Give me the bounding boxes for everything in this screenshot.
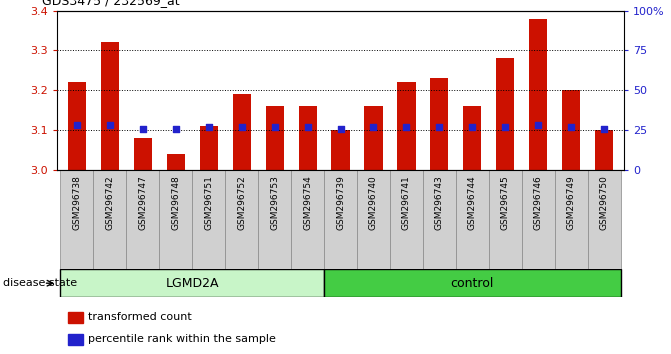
Point [269,125,280,130]
Point [566,124,576,129]
Bar [324,170,357,269]
Bar [588,170,621,269]
Point [500,124,511,129]
Bar [299,106,317,170]
Text: GSM296754: GSM296754 [303,175,312,230]
Bar [68,334,83,345]
Point [336,126,346,132]
Text: LGMD2A: LGMD2A [166,277,219,290]
Bar [497,58,515,170]
Bar [430,78,448,170]
Bar [331,130,350,170]
Bar [364,106,382,170]
Text: GSM296744: GSM296744 [468,175,477,229]
Bar [60,170,93,269]
Bar [266,106,284,170]
Point [71,122,82,128]
Text: GSM296751: GSM296751 [204,175,213,230]
Bar [555,170,588,269]
Point [170,126,181,132]
Bar [126,170,159,269]
Bar [522,170,555,269]
Bar [233,94,251,170]
Point [236,124,247,129]
Text: GSM296747: GSM296747 [138,175,147,230]
Bar [225,170,258,269]
Point [203,125,214,130]
Text: transformed count: transformed count [88,312,192,322]
Bar [60,269,324,297]
Bar [68,82,86,170]
Point [599,126,610,132]
Bar [166,154,185,170]
Bar [324,269,621,297]
Text: GSM296749: GSM296749 [567,175,576,230]
Bar [93,170,126,269]
Bar [464,106,482,170]
Point [467,125,478,130]
Bar [397,82,415,170]
Bar [456,170,489,269]
Text: GSM296741: GSM296741 [402,175,411,230]
Bar [258,170,291,269]
Text: GSM296746: GSM296746 [534,175,543,230]
Text: GSM296739: GSM296739 [336,175,345,230]
Text: GSM296752: GSM296752 [237,175,246,230]
Text: GSM296753: GSM296753 [270,175,279,230]
Bar [595,130,613,170]
Text: GSM296748: GSM296748 [171,175,180,230]
Bar [199,126,217,170]
Bar [68,312,83,323]
Bar [529,19,548,170]
Text: GSM296740: GSM296740 [369,175,378,230]
Bar [390,170,423,269]
Text: GDS3475 / 232569_at: GDS3475 / 232569_at [42,0,180,7]
Point [401,124,412,129]
Text: GSM296738: GSM296738 [72,175,81,230]
Bar [192,170,225,269]
Bar [562,90,580,170]
Bar [134,138,152,170]
Point [533,122,544,128]
Text: control: control [451,277,494,290]
Bar [357,170,390,269]
Bar [291,170,324,269]
Bar [159,170,192,269]
Text: GSM296743: GSM296743 [435,175,444,230]
Text: GSM296745: GSM296745 [501,175,510,230]
Bar [423,170,456,269]
Point [368,125,379,130]
Point [434,124,445,129]
Point [105,122,115,128]
Bar [489,170,522,269]
Point [302,125,313,130]
Text: percentile rank within the sample: percentile rank within the sample [88,334,276,344]
Text: disease state: disease state [3,278,77,288]
Text: GSM296750: GSM296750 [600,175,609,230]
Text: GSM296742: GSM296742 [105,175,114,229]
Point [138,126,148,132]
Bar [101,42,119,170]
